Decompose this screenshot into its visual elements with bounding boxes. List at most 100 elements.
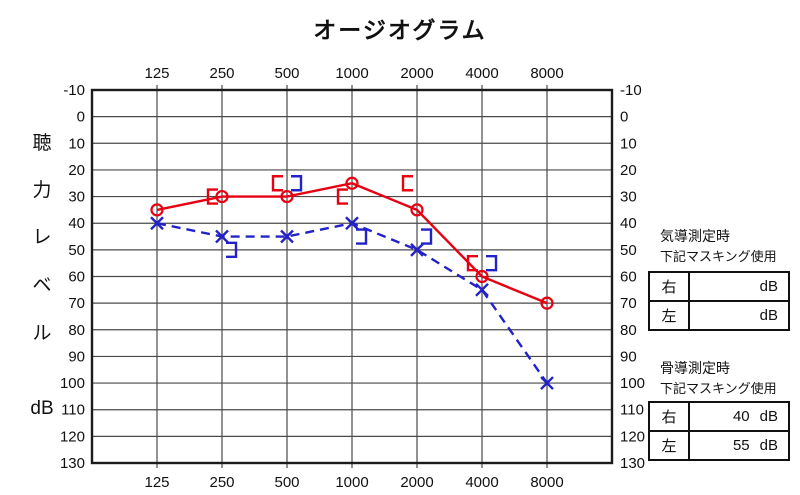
series-right-ear-air-conduction [150,176,554,310]
db-unit: dB [759,307,778,324]
freq-label-top: 4000 [465,65,498,82]
db-label-right: 80 [620,322,637,339]
air-right-value-cell: dB [688,271,790,302]
left-bracket-marker [206,188,218,205]
right-bracket-marker [421,228,433,245]
bone-masking-header: 骨導測定時 下記マスキング使用 [660,358,796,399]
freq-label-bottom: 2000 [400,474,433,491]
db-label-left: 130 [60,455,85,472]
left-bracket-marker [271,175,283,192]
db-label-left: 60 [68,269,85,286]
db-label-right: 120 [620,428,645,445]
db-label-left: 40 [68,215,85,232]
y-axis-title-char: レ [32,227,52,248]
y-axis-title-char: ベ [32,275,52,296]
circle-marker [215,189,229,204]
x-marker [345,216,359,231]
bone-right-value: 40 [732,408,750,425]
db-label-left: 70 [68,295,85,312]
air-left-value-cell: dB [688,300,790,331]
circle-marker [150,203,164,217]
db-label-right: 50 [620,242,637,259]
db-label-left: 100 [60,375,85,392]
circle-marker [540,296,554,310]
circle-marker [475,269,489,284]
db-label-right: 60 [620,269,637,286]
db-label-left: 110 [61,402,85,419]
series-right-ear-bone-conduction [206,175,478,272]
y-axis-title-char: 聴 [32,133,52,154]
db-label-left: 0 [77,109,85,126]
right-bracket-marker [291,175,303,192]
air-masking-table: 右 dB 左 dB [648,271,790,331]
x-marker [475,282,489,297]
db-unit: dB [759,437,778,454]
x-marker [150,216,164,231]
chart-title: オージオグラム [313,17,487,43]
freq-label-bottom: 250 [209,474,234,491]
bone-left-value: 55 [732,437,750,454]
y-axis-title-unit: dB [30,398,54,419]
freq-label-bottom: 500 [274,474,299,491]
db-label-left: 80 [68,322,85,339]
y-axis-title-char: 力 [32,180,52,201]
circle-marker [345,176,359,190]
db-label-right: 100 [620,375,645,392]
freq-label-top: 1000 [335,65,368,82]
db-label-left: 20 [68,162,85,179]
bone-masking-subtitle: 下記マスキング使用 [660,381,777,396]
bone-right-label: 右 [648,401,690,432]
x-marker [540,376,554,390]
db-label-left: 30 [68,189,85,206]
db-label-right: -10 [620,82,642,99]
freq-label-top: 2000 [400,65,433,82]
air-masking-title: 気導測定時 [660,228,730,244]
axis-labels: 1251252502505005001000100020002000400040… [60,65,645,491]
freq-label-bottom: 8000 [530,474,563,491]
db-label-left: 10 [68,135,85,152]
freq-label-bottom: 4000 [465,474,498,491]
db-label-right: 110 [620,402,644,419]
freq-label-top: 8000 [530,65,563,82]
db-label-left: 50 [68,242,85,259]
series-left-ear-air-conduction [150,216,554,390]
db-label-right: 130 [620,455,645,472]
table-row: 右 40 dB [648,401,790,432]
x-marker [410,243,424,257]
freq-label-top: 250 [209,65,234,82]
db-label-right: 30 [620,189,637,206]
bone-left-value-cell: 55 dB [688,430,790,461]
freq-label-bottom: 1000 [335,474,368,491]
db-label-right: 10 [620,135,637,152]
series-left-ear-bone-conduction [226,175,498,272]
db-unit: dB [759,408,778,425]
freq-label-top: 125 [144,65,169,82]
right-bracket-marker [486,254,498,272]
db-label-right: 90 [620,348,637,365]
freq-label-bottom: 125 [144,474,169,491]
y-axis-title-char: ル [32,323,52,344]
bone-right-value-cell: 40 dB [688,401,790,432]
freq-label-top: 500 [274,65,299,82]
left-bracket-marker [401,175,413,192]
db-label-left: -10 [63,82,85,99]
circle-marker [410,203,424,217]
table-row: 左 dB [648,300,790,331]
left-bracket-marker [466,254,478,272]
circle-marker [280,189,294,204]
air-masking-header: 気導測定時 下記マスキング使用 [660,226,796,267]
air-masking-subtitle: 下記マスキング使用 [660,249,777,264]
db-unit: dB [759,278,778,295]
table-row: 左 55 dB [648,430,790,461]
right-bracket-marker [226,241,238,259]
bone-masking-title: 骨導測定時 [660,360,730,376]
air-right-label: 右 [648,271,690,302]
right-bracket-marker [356,228,368,245]
db-label-right: 70 [620,295,637,312]
db-label-right: 20 [620,162,637,179]
left-bracket-marker [336,188,348,205]
x-marker [215,229,229,244]
bone-left-label: 左 [648,430,690,461]
